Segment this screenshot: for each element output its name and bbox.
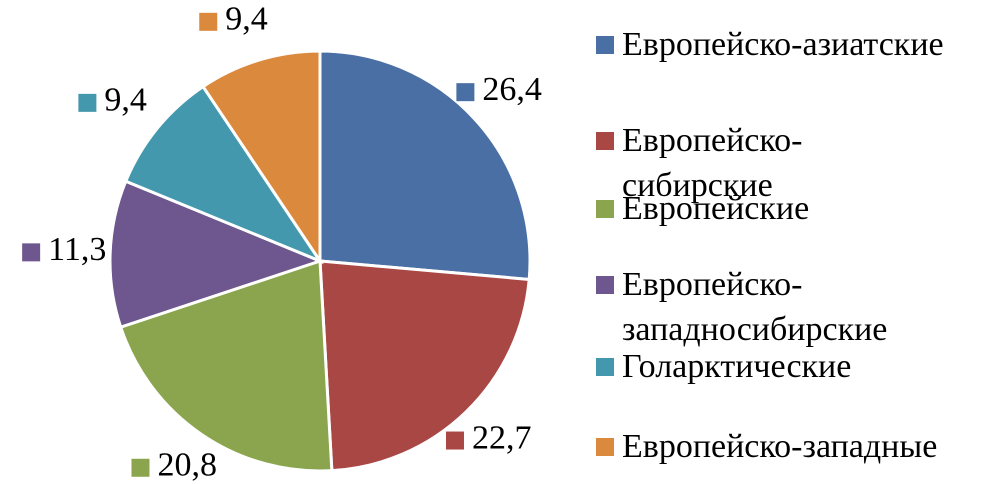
legend-label: Европейско-азиатские xyxy=(622,26,944,63)
data-label: 9,4 xyxy=(104,82,147,119)
pie-slice xyxy=(200,49,322,266)
legend-item: Европейско-западносибирские xyxy=(596,262,888,352)
legend-swatch xyxy=(596,132,614,150)
legend-item: Европейско-сибирские xyxy=(596,118,872,208)
legend-item: Европейско-азиатские xyxy=(596,22,944,67)
data-label: 22,7 xyxy=(472,419,532,456)
label-marker xyxy=(445,431,464,450)
legend-item: Голарктические xyxy=(596,344,851,389)
label-marker xyxy=(456,83,475,102)
legend-label: Европейско-сибирские xyxy=(622,122,803,204)
pie-slice xyxy=(123,84,324,265)
pie-slice xyxy=(318,49,532,282)
label-marker xyxy=(22,243,41,262)
data-label: 26,4 xyxy=(482,71,542,108)
legend-label: Голарктические xyxy=(622,348,852,385)
legend-swatch xyxy=(596,438,614,456)
legend: Европейско-азиатские Европейско-сибирские… xyxy=(596,0,982,484)
legend-label: Европейские xyxy=(622,190,810,227)
pie-slice xyxy=(108,179,325,330)
pie-slice xyxy=(118,258,334,473)
label-marker xyxy=(78,93,97,112)
legend-swatch xyxy=(596,36,614,54)
data-label: 20,8 xyxy=(157,447,217,484)
legend-item: Европейско-западные xyxy=(596,424,937,469)
label-marker xyxy=(131,458,150,477)
legend-label: Европейско-западносибирские xyxy=(622,266,888,348)
pie-slice xyxy=(318,259,531,473)
legend-item: Европейские xyxy=(596,186,809,231)
data-label: 11,3 xyxy=(48,231,106,268)
label-marker xyxy=(199,12,218,31)
data-label: 9,4 xyxy=(225,1,268,38)
legend-label: Европейско-западные xyxy=(622,428,938,465)
legend-swatch xyxy=(596,358,614,376)
legend-swatch xyxy=(596,200,614,218)
legend-swatch xyxy=(596,276,614,294)
